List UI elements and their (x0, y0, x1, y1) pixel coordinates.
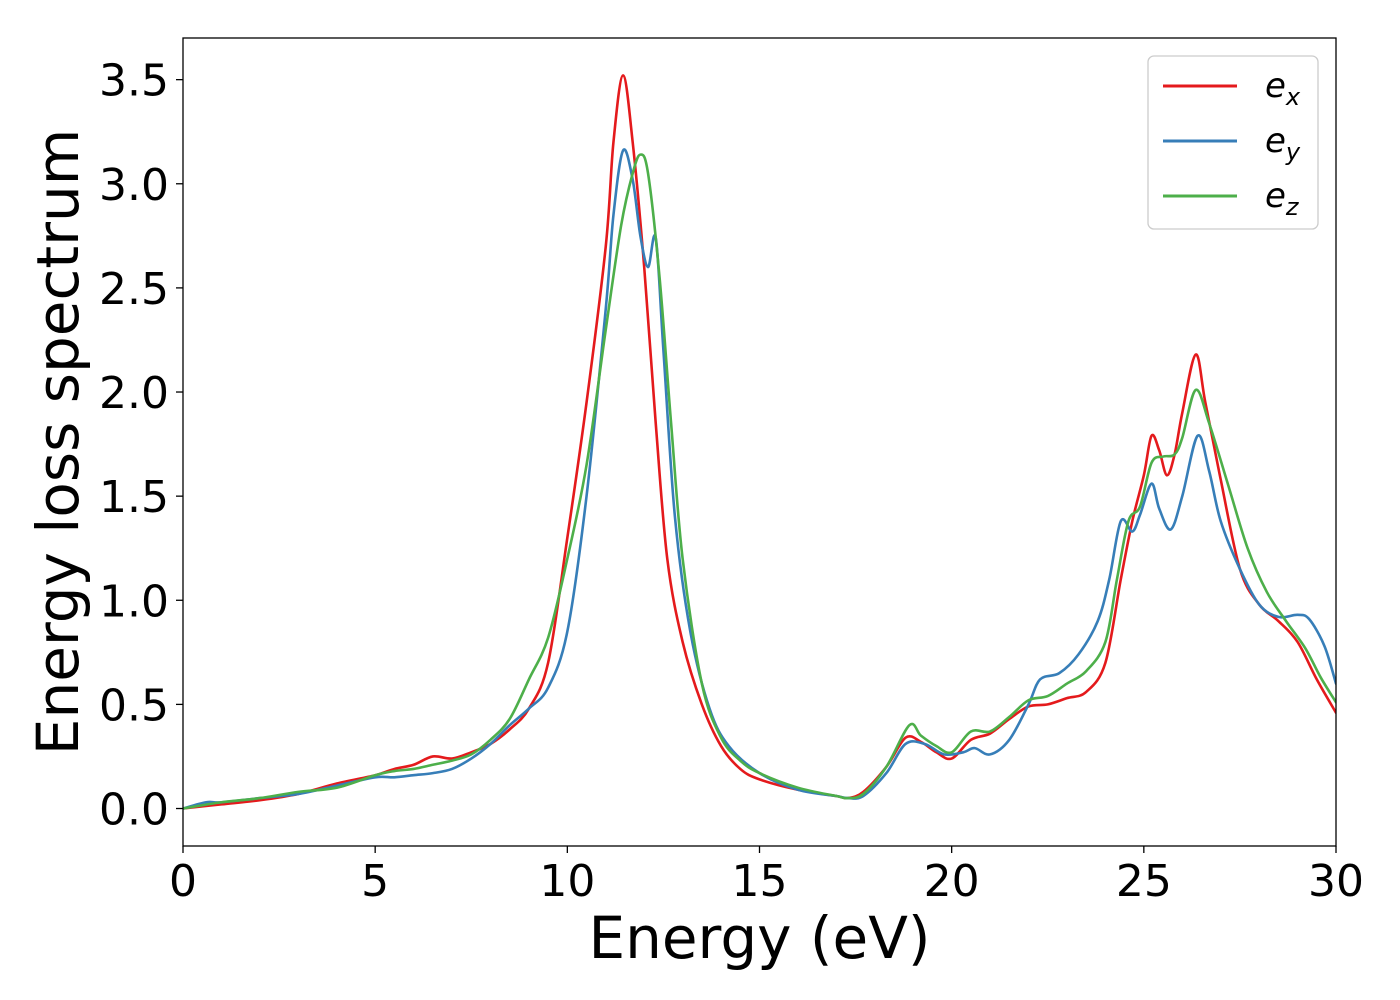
y-tick-label: 3.5 (99, 56, 169, 107)
series-line-ey (183, 148, 1336, 810)
x-tick-label: 25 (1116, 856, 1172, 907)
legend-label-subscript: x (1285, 83, 1301, 111)
legend-label-base: e (1265, 176, 1286, 216)
y-tick-label: 1.0 (99, 576, 169, 627)
legend-label-subscript: z (1285, 193, 1300, 221)
y-tick-label: 0.0 (99, 785, 169, 836)
x-tick-label: 10 (539, 856, 595, 907)
legend-label-ey: ey (1265, 121, 1301, 166)
legend-label-ez: ez (1265, 176, 1300, 221)
legend-label-subscript: y (1285, 138, 1301, 166)
y-tick-label: 2.5 (99, 264, 169, 315)
y-axis: 0.0 0.5 1.0 1.5 2.0 2.5 3.0 3.5 (99, 56, 183, 836)
y-tick-label: 3.0 (99, 160, 169, 211)
legend-label-ex: ex (1265, 66, 1301, 111)
y-tick-label: 2.0 (99, 368, 169, 419)
x-tick-label: 0 (169, 856, 197, 907)
x-tick-label: 15 (732, 856, 788, 907)
y-tick-label: 1.5 (99, 472, 169, 523)
x-tick-label: 30 (1308, 856, 1364, 907)
x-axis-label: Energy (eV) (588, 904, 930, 972)
series-group (183, 74, 1336, 810)
x-axis: 0 5 10 15 20 25 30 (169, 846, 1364, 907)
y-axis-label: Energy loss spectrum (24, 129, 92, 755)
legend-label-base: e (1265, 121, 1286, 161)
series-line-ez (183, 153, 1336, 810)
x-tick-label: 20 (924, 856, 980, 907)
y-tick-label: 0.5 (99, 680, 169, 731)
legend-label-base: e (1265, 66, 1286, 106)
x-tick-label: 5 (361, 856, 389, 907)
